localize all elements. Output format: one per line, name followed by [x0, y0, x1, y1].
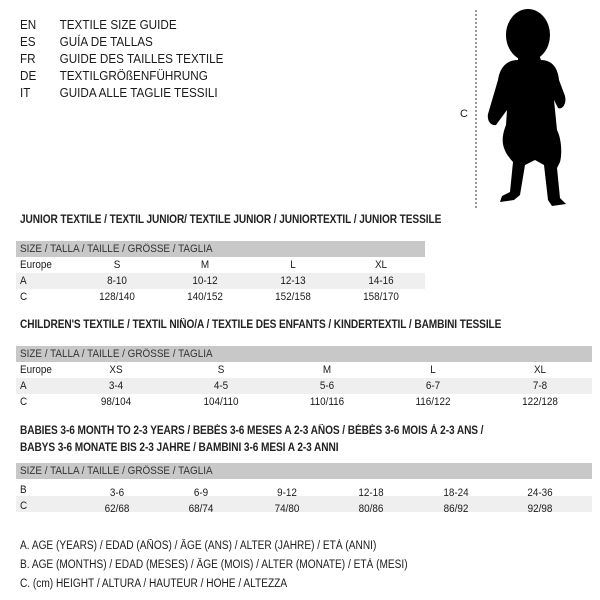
table-cell: 6-7 — [425, 380, 441, 392]
table-cell: 86/92 — [443, 503, 469, 515]
table-row: Europe S M L XL — [16, 257, 425, 273]
table-cell: 140/152 — [187, 291, 223, 303]
table-row: A 8-10 10-12 12-13 14-16 — [16, 273, 425, 289]
table-row: B 3-6 6-9 9-12 12-18 18-24 24-36 — [16, 480, 592, 499]
row-label: A — [20, 380, 27, 392]
table-cell: XL — [374, 259, 388, 271]
table-cell: 12-13 — [280, 275, 306, 287]
language-title-line: EN TEXTILE SIZE GUIDE — [20, 16, 177, 33]
row-label: Europe — [20, 259, 52, 271]
table-cell: 8-10 — [107, 275, 127, 287]
table-row: Europe XS S M L XL — [16, 362, 592, 378]
language-title: TEXTILGRÖßENFÜHRUNG — [59, 68, 208, 83]
table-cell: S — [113, 259, 121, 271]
table-cell: 116/122 — [415, 396, 451, 408]
table-header-row: SIZE / TALLA / TAILLE / GRÖSSE / TAGLIA — [16, 346, 592, 362]
language-code: ES — [20, 34, 36, 49]
table-cell: L — [430, 364, 436, 376]
table-row: C 128/140 140/152 152/158 158/170 — [16, 289, 425, 305]
table-cell: L — [290, 259, 296, 271]
table-cell: 98/104 — [100, 396, 132, 408]
row-label: Europe — [20, 364, 52, 376]
table-row: C 98/104 104/110 110/116 116/122 122/128 — [16, 394, 592, 410]
table-cell: 3-4 — [108, 380, 124, 392]
language-title-line: FR GUIDE DES TAILLES TEXTILE — [20, 50, 223, 67]
table-cell: 68/74 — [188, 503, 214, 515]
row-label: B — [20, 484, 27, 496]
table-header-label: SIZE / TALLA / TAILLE / GRÖSSE / TAGLIA — [20, 465, 213, 477]
table-cell: 122/128 — [522, 396, 558, 408]
language-code: EN — [20, 17, 37, 32]
language-code: DE — [20, 68, 37, 83]
table-cell: 7-8 — [532, 380, 548, 392]
size-table: SIZE / TALLA / TAILLE / GRÖSSE / TAGLIA E… — [16, 346, 592, 410]
table-cell: 5-6 — [319, 380, 335, 392]
language-title: GUIDE DES TAILLES TEXTILE — [59, 51, 224, 66]
table-header-label: SIZE / TALLA / TAILLE / GRÖSSE / TAGLIA — [20, 348, 213, 360]
table-row: A 3-4 4-5 5-6 6-7 7-8 — [16, 378, 592, 394]
table-cell: 128/140 — [99, 291, 135, 303]
language-code: IT — [20, 85, 31, 100]
table-cell: XL — [533, 364, 547, 376]
row-label: C — [20, 291, 28, 303]
language-title-line: DE TEXTILGRÖßENFÜHRUNG — [20, 67, 208, 84]
language-code: FR — [20, 51, 36, 66]
language-title-line: ES GUÍA DE TALLAS — [20, 33, 153, 50]
table-header-row: SIZE / TALLA / TAILLE / GRÖSSE / TAGLIA — [16, 241, 425, 257]
language-title: GUÍA DE TALLAS — [59, 34, 153, 49]
baby-silhouette-icon — [475, 9, 566, 208]
table-cell: 110/116 — [309, 396, 345, 408]
table-cell: 152/158 — [275, 291, 311, 303]
height-measure-label: C — [460, 108, 468, 120]
table-cell: 92/98 — [527, 503, 553, 515]
row-label: C — [20, 396, 28, 408]
size-table: SIZE / TALLA / TAILLE / GRÖSSE / TAGLIA E… — [16, 241, 425, 305]
language-title: GUIDA ALLE TAGLIE TESSILI — [59, 85, 218, 100]
legend-line: A. AGE (YEARS) / EDAD (AÑOS) / ÂGE (ANS)… — [20, 540, 377, 552]
legend-line: B. AGE (MONTHS) / EDAD (MESES) / ÂGE (MO… — [20, 559, 408, 571]
row-label: C — [20, 500, 28, 512]
table-cell: 14-16 — [368, 275, 394, 287]
table-cell: 158/170 — [363, 291, 399, 303]
table-cell: M — [322, 364, 332, 376]
table-cell: 62/68 — [104, 503, 130, 515]
table-title: CHILDREN'S TEXTILE / TEXTIL NIÑO/A / TEX… — [20, 319, 502, 331]
table-cell: 74/80 — [274, 503, 300, 515]
table-cell: XS — [109, 364, 123, 376]
size-table: SIZE / TALLA / TAILLE / GRÖSSE / TAGLIA B… — [16, 463, 592, 515]
legend-line: C. (cm) HEIGHT / ALTURA / HAUTEUR / HÖHE… — [20, 578, 288, 590]
table-title: JUNIOR TEXTILE / TEXTIL JUNIOR/ TEXTILE … — [20, 214, 442, 226]
table-cell: 80/86 — [358, 503, 384, 515]
table-cell: M — [200, 259, 210, 271]
language-title-line: IT GUIDA ALLE TAGLIE TESSILI — [20, 84, 218, 101]
table-row: C 62/68 68/74 74/80 80/86 86/92 92/98 — [16, 496, 592, 515]
table-cell: 10-12 — [192, 275, 218, 287]
table-cell: 4-5 — [213, 380, 229, 392]
table-header-row: SIZE / TALLA / TAILLE / GRÖSSE / TAGLIA — [16, 463, 592, 479]
row-label: A — [20, 275, 27, 287]
table-title-line-2: BABYS 3-6 MONATE BIS 2-3 JAHRE / BAMBINI… — [20, 442, 339, 454]
table-cell: 104/110 — [203, 396, 239, 408]
table-title: BABIES 3-6 MONTH TO 2-3 YEARS / BEBÉS 3-… — [20, 425, 484, 437]
table-cell: S — [217, 364, 225, 376]
table-header-label: SIZE / TALLA / TAILLE / GRÖSSE / TAGLIA — [20, 243, 213, 255]
language-title: TEXTILE SIZE GUIDE — [59, 17, 177, 32]
